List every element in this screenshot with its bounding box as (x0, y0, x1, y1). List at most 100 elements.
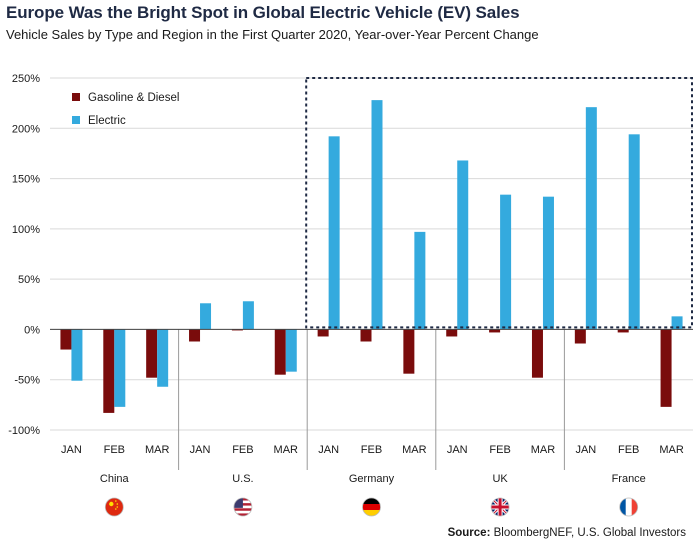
flag-star (115, 508, 117, 510)
gasoline-bar (660, 329, 672, 407)
flag-fill (233, 498, 252, 516)
source-note: Source: BloombergNEF, U.S. Global Invest… (448, 527, 686, 539)
gasoline-bar (531, 329, 543, 378)
group-separators (178, 329, 565, 470)
electric-bar (200, 303, 212, 330)
electric-bar (671, 316, 683, 330)
electric-bar (242, 301, 254, 330)
electric-bar (457, 160, 469, 330)
month-label: FEB (104, 444, 125, 456)
gasoline-bar (146, 329, 158, 378)
region-label: Germany (349, 473, 395, 485)
flag-outline (233, 497, 253, 517)
flag-stripe (233, 510, 252, 514)
region-label: France (612, 473, 646, 485)
gasoline-bar (617, 329, 629, 333)
electric-bar (628, 134, 640, 330)
electric-bar (285, 329, 297, 372)
china-flag-icon (104, 497, 124, 517)
gasoline-bar (489, 329, 501, 333)
gasoline-bar (317, 329, 329, 337)
month-label: FEB (361, 444, 382, 456)
electric-bar (157, 329, 169, 387)
y-tick-label: 100% (12, 224, 40, 236)
month-label: MAR (145, 444, 170, 456)
y-tick-label: 150% (12, 174, 40, 186)
month-label: MAR (659, 444, 684, 456)
flag-outline (362, 497, 381, 517)
electric-bar (542, 196, 554, 330)
electric-bar (71, 329, 83, 381)
electric-bar (414, 231, 426, 330)
y-tick-label: 250% (12, 73, 40, 85)
region-label: UK (492, 473, 508, 485)
region-label: China (100, 473, 130, 485)
electric-bar (585, 107, 597, 330)
flag-fill (619, 498, 638, 516)
month-label: FEB (618, 444, 639, 456)
gasoline-bar (189, 329, 201, 342)
flag-outline (104, 497, 124, 517)
gasoline-bar (274, 329, 286, 375)
gasoline-bar (403, 329, 415, 374)
month-label: MAR (402, 444, 427, 456)
y-tick-label: -50% (14, 375, 40, 387)
month-label: JAN (190, 444, 211, 456)
month-label: MAR (531, 444, 556, 456)
flag-canton (233, 498, 243, 508)
gasoline-bar (446, 329, 458, 337)
flag-band (362, 498, 381, 505)
gasoline-bar (574, 329, 586, 344)
germany-flag-icon (362, 497, 381, 517)
flag-fill (105, 498, 124, 516)
chart-subtitle: Vehicle Sales by Type and Region in the … (6, 27, 539, 42)
flag-outline (490, 497, 510, 517)
us-flag-icon (233, 497, 253, 517)
flag-band (625, 498, 633, 516)
electric-bar (500, 194, 512, 330)
chart-title: Europe Was the Bright Spot in Global Ele… (6, 3, 520, 22)
flag-stripe (233, 513, 252, 516)
flag-cross-red (491, 505, 510, 509)
source-label: Source: (447, 527, 491, 539)
month-label: MAR (274, 444, 299, 456)
gasoline-bar (231, 329, 243, 331)
electric-bar (328, 136, 340, 330)
month-label: JAN (318, 444, 339, 456)
legend-swatch (72, 93, 80, 101)
flag-band (619, 498, 627, 516)
europe-highlight-box (305, 77, 693, 329)
month-label: FEB (232, 444, 253, 456)
flag-band (362, 504, 381, 511)
y-tick-label: 200% (12, 123, 40, 135)
electric-bar (114, 329, 126, 407)
legend-swatch (72, 116, 80, 124)
y-tick-label: 0% (24, 324, 40, 336)
legend-label: Electric (88, 115, 126, 127)
bars (60, 100, 683, 413)
month-label: JAN (61, 444, 82, 456)
flag-fill (491, 498, 510, 516)
gasoline-bar (60, 329, 72, 350)
flag-outline (619, 497, 639, 517)
uk-flag-icon (490, 497, 510, 517)
legend-label: Gasoline & Diesel (88, 92, 179, 104)
source-text: BloombergNEF, U.S. Global Investors (490, 527, 686, 539)
flag-star (115, 500, 117, 502)
gasoline-bar (360, 329, 372, 342)
flag-star (116, 506, 119, 508)
flag-star (116, 503, 119, 505)
flags (104, 497, 639, 517)
highlight-box (305, 77, 693, 329)
y-tick-label: -100% (8, 425, 40, 437)
flag-band (631, 498, 638, 516)
flag-band (362, 510, 381, 516)
flag-star (109, 501, 114, 507)
region-label: U.S. (232, 473, 253, 485)
electric-bar (371, 100, 383, 330)
x-axis-labels: JAN FEB MAR China JAN FEB MAR U.S. JAN FEB MAR Germ… (61, 444, 684, 485)
gasoline-bar (103, 329, 115, 413)
y-axis-ticks: -100% -50% 0% 50% 100% 150% 200% 250% (8, 73, 40, 437)
month-label: FEB (489, 444, 510, 456)
